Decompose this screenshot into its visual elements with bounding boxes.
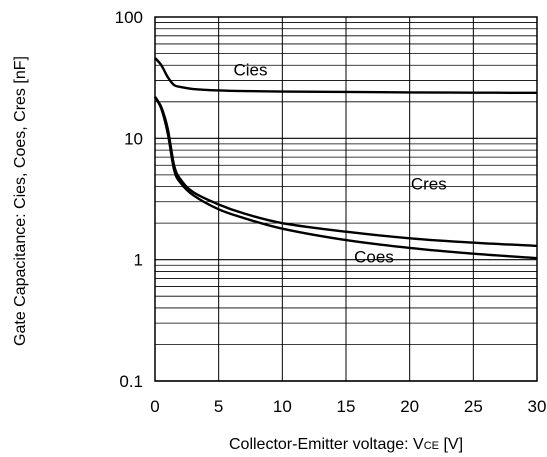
x-axis-label: Collector-Emitter voltage: VCE [V] bbox=[229, 436, 463, 453]
series-label-coes: Coes bbox=[354, 247, 394, 266]
series-label-cies: Cies bbox=[233, 60, 267, 79]
y-tick-label: 100 bbox=[115, 8, 143, 27]
x-tick-labels: 0 5 10 15 20 25 30 bbox=[150, 397, 546, 416]
x-tick-label: 0 bbox=[150, 397, 159, 416]
x-tick-label: 10 bbox=[273, 397, 292, 416]
x-tick-label: 5 bbox=[214, 397, 223, 416]
y-tick-label: 10 bbox=[124, 129, 143, 148]
y-tick-label: 0.1 bbox=[119, 372, 143, 391]
y-tick-label: 1 bbox=[134, 251, 143, 270]
x-axis-label-suffix: [V] bbox=[439, 436, 463, 453]
x-tick-label: 20 bbox=[400, 397, 419, 416]
series-label-cres: Cres bbox=[411, 174, 447, 193]
x-axis-label-prefix: Collector-Emitter voltage: V bbox=[229, 436, 424, 453]
x-tick-label: 15 bbox=[337, 397, 356, 416]
x-axis-label-subscript: CE bbox=[424, 440, 439, 452]
grid bbox=[155, 17, 537, 381]
x-tick-label: 30 bbox=[528, 397, 547, 416]
y-tick-labels: 0.1 1 10 100 bbox=[115, 8, 143, 391]
y-axis-label: Gate Capacitance: Cies, Coes, Cres [nF] bbox=[12, 56, 29, 346]
x-tick-label: 25 bbox=[464, 397, 483, 416]
